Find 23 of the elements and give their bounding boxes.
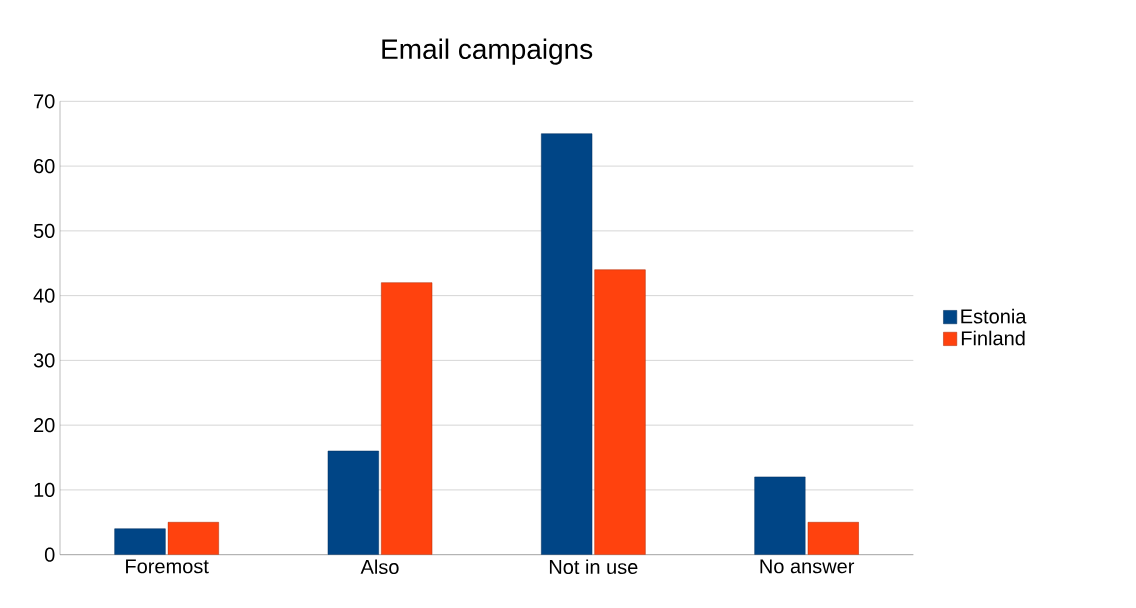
y-tick-label: 50 <box>33 223 55 238</box>
bar <box>381 282 433 555</box>
y-tick-label: 30 <box>33 353 55 368</box>
x-tick-label: Not in use <box>549 559 638 575</box>
y-tick-label: 70 <box>34 94 55 109</box>
bar <box>327 450 379 555</box>
chart-title: Email campaigns <box>382 38 593 65</box>
y-tick-label: 60 <box>34 159 55 174</box>
bar <box>114 528 166 555</box>
y-tick-label: 20 <box>34 418 55 433</box>
x-tick-label: Also <box>360 559 399 575</box>
x-tick-label: Foremost <box>126 559 209 574</box>
y-tick-label: 10 <box>34 482 55 497</box>
bar <box>807 522 859 555</box>
legend-label: Estonia <box>961 308 1027 324</box>
bar <box>594 269 646 555</box>
y-tick-label: 40 <box>33 288 55 303</box>
legend-label: Finland <box>961 330 1025 346</box>
x-tick-label: No answer <box>760 559 855 574</box>
bar <box>167 522 219 555</box>
y-tick-label: 0 <box>44 547 55 562</box>
bar <box>754 476 806 555</box>
bar <box>541 133 593 555</box>
